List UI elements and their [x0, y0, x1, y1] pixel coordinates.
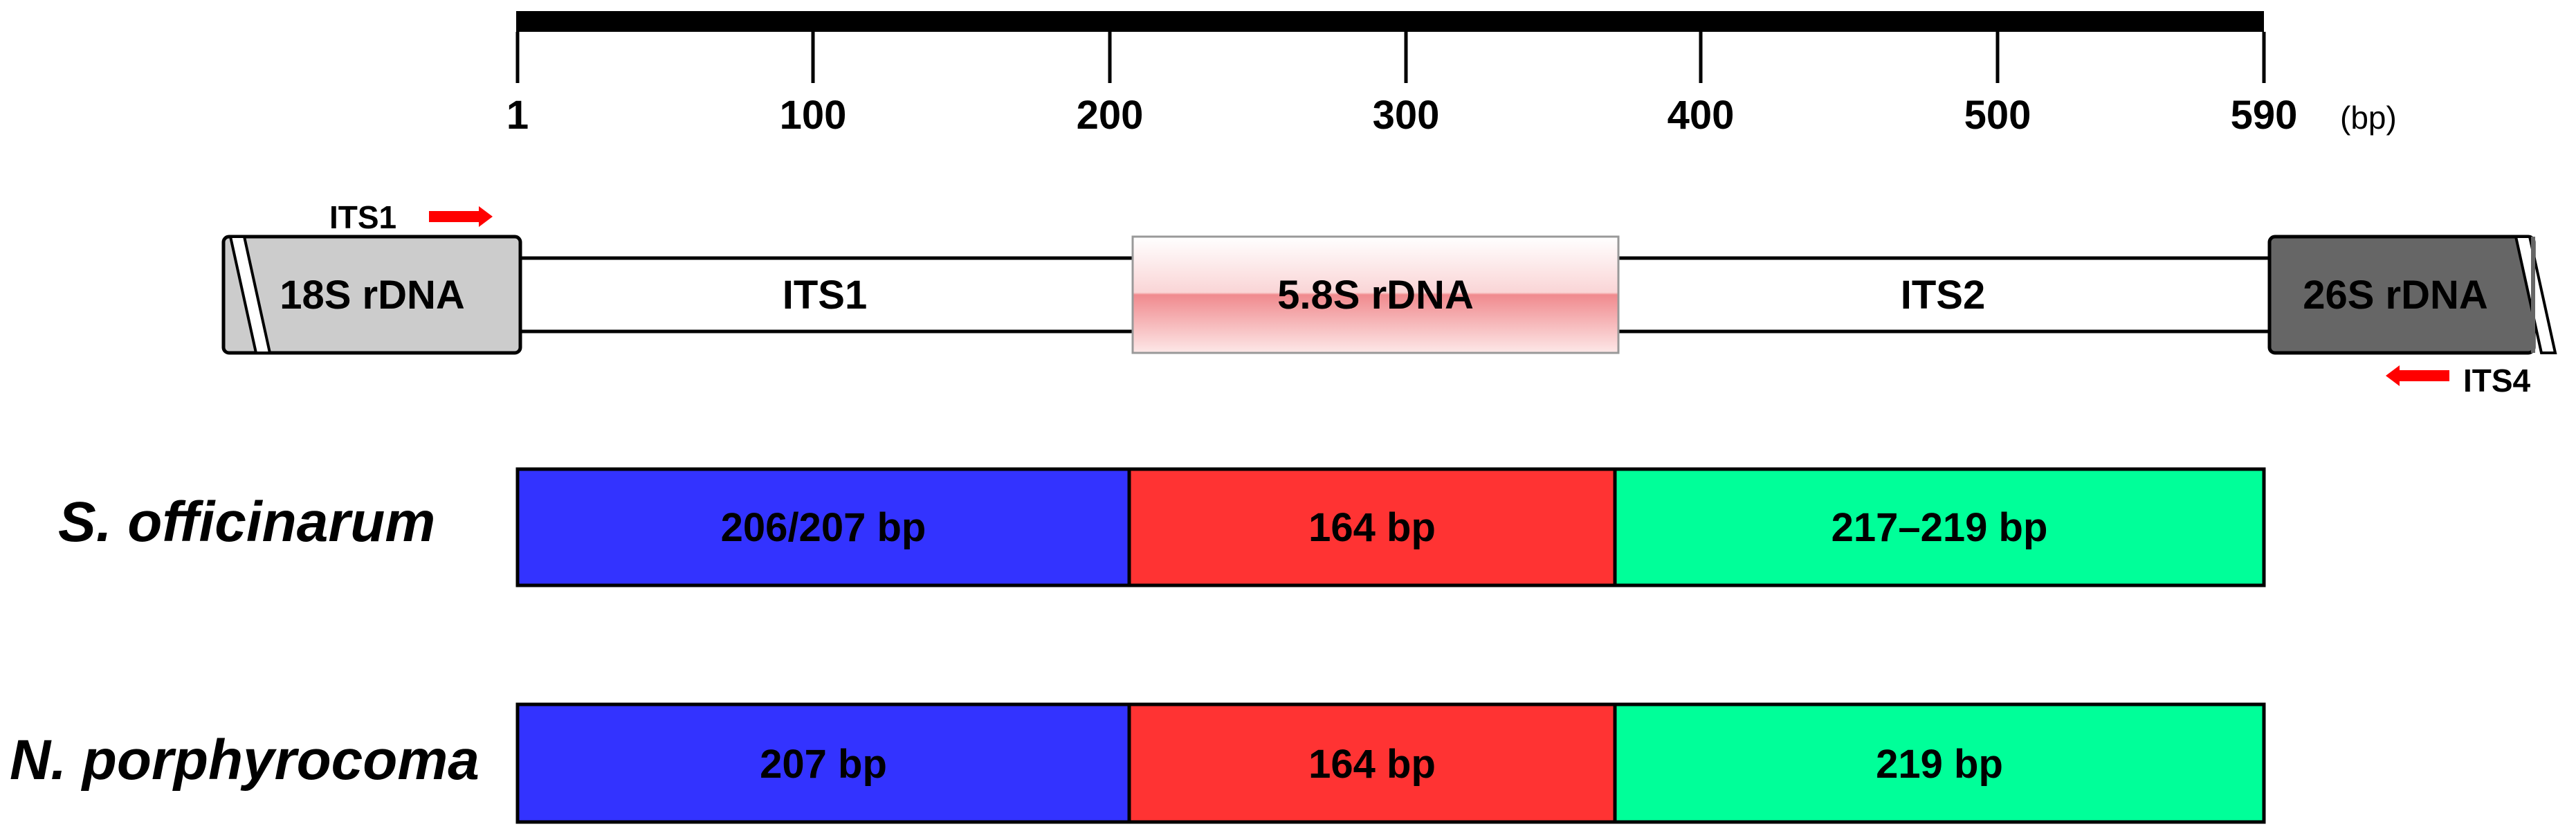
- its1-region-label: ITS1: [783, 273, 868, 318]
- species-row-officinarum: S. officinarum 206/207 bp 164 bp 217–219…: [58, 467, 2266, 587]
- s58-length-label: 164 bp: [1308, 742, 1436, 787]
- species-name: S. officinarum: [58, 491, 435, 554]
- forward-primer-arrow: [429, 206, 493, 227]
- s58-length-label: 164 bp: [1308, 505, 1436, 550]
- scale-tick-label: 500: [1964, 93, 2031, 138]
- its1-length-label: 207 bp: [760, 742, 887, 787]
- scale-tick-label: 1: [506, 93, 529, 138]
- scale-tick-label: 590: [2231, 93, 2298, 138]
- forward-primer-label: ITS1: [329, 199, 396, 235]
- s26-rdna-label: 26S rDNA: [2303, 273, 2488, 318]
- its2-length-label: 219 bp: [1876, 742, 2003, 787]
- s18-break-mark: [228, 235, 272, 354]
- s58-rdna-label: 5.8S rDNA: [1277, 273, 1474, 318]
- its2-region-label: ITS2: [1901, 273, 1986, 318]
- its1-length-label: 206/207 bp: [721, 505, 926, 550]
- its1-segment: [515, 702, 1131, 824]
- s58-segment: [1127, 702, 1617, 824]
- gene-map: 18S rDNA ITS1 5.8S rDNA ITS2 26S rDNA IT…: [221, 199, 2557, 399]
- scale-bar: 1 100 200 300 400 500 590 (bp): [506, 11, 2397, 138]
- scale-tick-label: 200: [1077, 93, 1144, 138]
- its2-segment: [1613, 467, 2266, 587]
- scale-unit: (bp): [2340, 100, 2397, 136]
- scale-tick-label: 100: [780, 93, 847, 138]
- scale-tick-label: 300: [1373, 93, 1440, 138]
- species-row-porphyrocoma: N. porphyrocoma 207 bp 164 bp 219 bp: [10, 702, 2266, 824]
- reverse-primer-arrow: [2386, 365, 2449, 386]
- its2-length-label: 217–219 bp: [1831, 505, 2048, 550]
- scale-tick-label: 400: [1668, 93, 1735, 138]
- s58-rdna-box: [1131, 235, 1620, 354]
- its2-region-box: [1616, 256, 2273, 334]
- its2-segment: [1613, 702, 2266, 824]
- s18-rdna-box: [221, 235, 522, 355]
- species-name: N. porphyrocoma: [10, 729, 479, 792]
- reverse-primer-label: ITS4: [2463, 363, 2531, 399]
- scale-bar-line: [516, 11, 2264, 32]
- s18-rdna-label: 18S rDNA: [280, 273, 465, 318]
